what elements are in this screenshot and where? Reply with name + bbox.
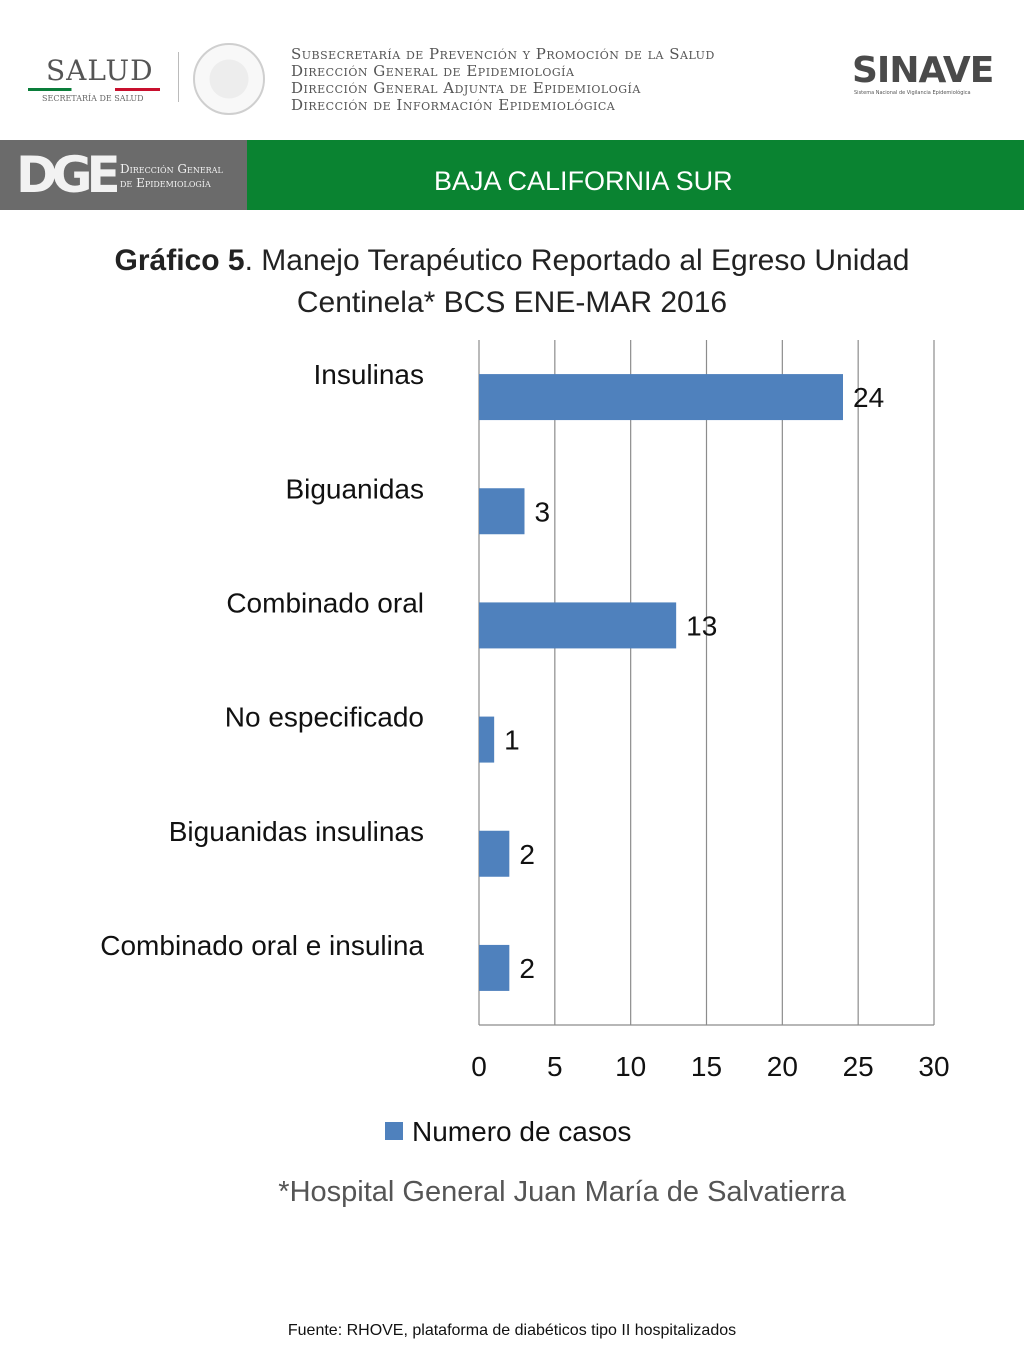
x-tick-label: 15 [691,1051,722,1082]
bar-chart: 0 5 10 15 20 25 30 24 Insulinas 3 Biguanidas 13 Comb… [100,340,950,1147]
source-note: Fuente: RHOVE, plataforma de diabéticos … [287,1322,737,1339]
mexico-seal-icon [193,43,265,115]
chart-title-line2: Centinela* BCS ENE-MAR 2016 [296,286,728,319]
data-label: 2 [519,839,535,870]
region-title: BAJA CALIFORNIA SUR [434,166,733,196]
sinave-logo-subtitle: Sistema Nacional de Vigilancia Epidemiol… [854,90,971,96]
agency-line: Dirección General de Epidemiología [291,62,575,80]
chart-title: Gráfico 5. Manejo Terapéutico Reportado … [0,240,1024,324]
bar [479,488,525,535]
data-label: 24 [853,382,884,413]
x-tick-label: 30 [918,1051,949,1082]
agency-lines: Subsecretaría de Prevención y Promoción … [291,46,715,114]
x-tick-label: 0 [471,1051,487,1082]
region-banner: DGE Dirección General de Epidemiología B… [0,140,1024,210]
dge-logo-text-line: de Epidemiología [120,176,211,190]
salud-logo-subtitle: SECRETARÍA DE SALUD [42,94,144,103]
salud-logo: SALUD SECRETARÍA DE SALUD [28,50,178,110]
header-divider [178,52,179,102]
dge-logo-text-line: Dirección General [120,162,223,176]
data-label: 2 [519,953,535,984]
data-label: 13 [686,610,717,641]
page-header: SALUD SECRETARÍA DE SALUD Subsecretaría … [0,0,1024,140]
category-label: Combinado oral e insulina [100,930,424,961]
bar [479,830,510,877]
legend-swatch [385,1122,403,1140]
salud-logo-tricolor-line [28,88,160,91]
sinave-logo-word: SINAVE [852,50,994,91]
data-label: 3 [535,496,551,527]
agency-line: Dirección General Adjunta de Epidemiolog… [291,79,641,97]
category-label: Biguanidas [285,473,424,504]
data-label: 1 [504,725,520,756]
bar [479,602,677,649]
agency-line: Subsecretaría de Prevención y Promoción … [291,45,715,63]
salud-logo-word: SALUD [46,54,154,87]
chart-title-rest: . Manejo Terapéutico Reportado al Egreso… [244,244,910,277]
x-tick-label: 10 [615,1051,646,1082]
bar [479,374,843,421]
category-label: No especificado [225,702,424,733]
bar [479,944,510,991]
dge-logo: DGE Dirección General de Epidemiología [0,140,247,210]
chart-footnote: *Hospital General Juan María de Salvatie… [278,1176,846,1208]
category-label: Insulinas [313,359,424,390]
x-tick-label: 20 [767,1051,798,1082]
x-tick-label: 5 [547,1051,563,1082]
legend-label: Numero de casos [412,1116,631,1147]
x-tick-label: 25 [843,1051,874,1082]
chart-title-bold: Gráfico 5 [114,244,245,277]
bar [479,716,495,763]
dge-logo-text: Dirección General de Epidemiología [120,162,223,190]
agency-line: Dirección de Información Epidemiológica [291,96,616,114]
dge-logo-mark: DGE [16,146,121,204]
category-label: Biguanidas insulinas [169,816,424,847]
category-label: Combinado oral [226,587,424,618]
sinave-logo: SINAVE Sistema Nacional de Vigilancia Ep… [852,50,994,100]
